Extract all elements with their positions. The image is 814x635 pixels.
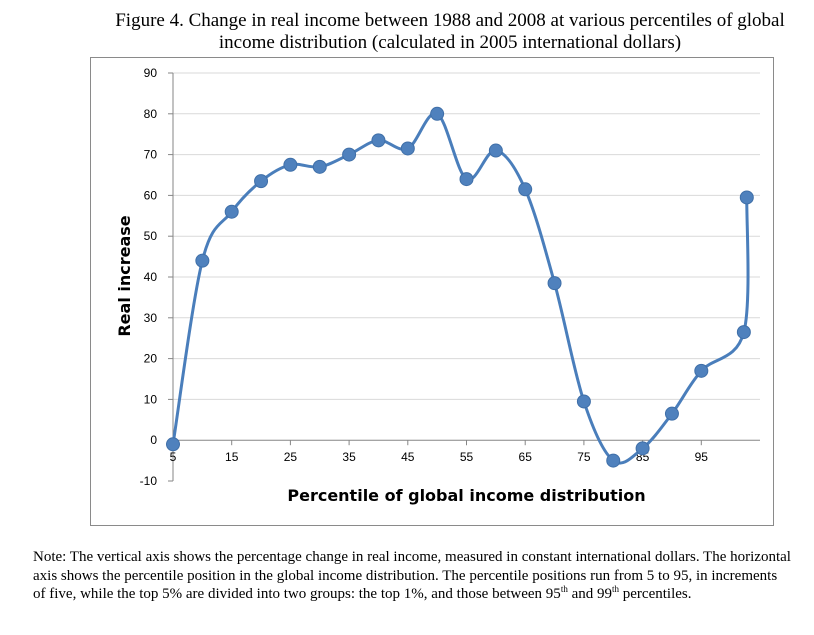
x-tick-label: 95: [695, 450, 709, 464]
data-point: [518, 182, 533, 197]
x-tick-label: 35: [342, 450, 356, 464]
data-point: [371, 133, 386, 148]
y-tick-label: 20: [144, 352, 158, 366]
data-point: [283, 157, 298, 172]
x-tick-label: 75: [577, 450, 591, 464]
y-tick-label: 70: [144, 148, 158, 162]
y-tick-label: 90: [144, 66, 158, 80]
y-tick-label: 50: [144, 229, 158, 243]
x-axis-title: Percentile of global income distribution: [287, 486, 645, 505]
note-superscript-2: th: [612, 584, 620, 594]
figure-title-line-2: income distribution (calculated in 2005 …: [218, 32, 682, 53]
x-tick-label: 5: [170, 450, 177, 464]
data-point: [694, 363, 709, 378]
figure-note: Note: The vertical axis shows the percen…: [33, 548, 793, 604]
data-point: [736, 325, 751, 340]
figure-title: Figure 4. Change in real income between …: [0, 10, 814, 54]
figure-title-line-1: Figure 4. Change in real income between …: [115, 10, 785, 31]
x-tick-label: 25: [284, 450, 298, 464]
y-tick-label: -10: [140, 474, 158, 488]
data-point: [400, 141, 415, 156]
data-point: [195, 253, 210, 268]
note-text-b: and 99: [567, 586, 612, 602]
data-point: [342, 147, 357, 162]
data-point: [664, 406, 679, 421]
x-tick-label: 45: [401, 450, 415, 464]
data-point: [254, 174, 269, 189]
data-point: [459, 172, 474, 187]
chart-frame: [90, 57, 774, 526]
data-point: [635, 441, 650, 456]
series-line: [171, 112, 750, 465]
x-tick-label: 65: [519, 450, 533, 464]
y-tick-label: 60: [144, 188, 158, 202]
y-tick-label: 80: [144, 107, 158, 121]
y-tick-label: 40: [144, 270, 158, 284]
data-point: [576, 394, 591, 409]
y-axis-title: Real increase: [115, 215, 134, 336]
y-tick-label: 0: [150, 433, 157, 447]
note-superscript-1: th: [560, 584, 568, 594]
note-text-a: Note: The vertical axis shows the percen…: [33, 549, 791, 602]
data-point: [224, 204, 239, 219]
y-tick-label: 10: [144, 392, 158, 406]
data-point: [606, 453, 621, 468]
data-point: [488, 143, 503, 158]
note-text-c: percentiles.: [619, 586, 692, 602]
data-point: [547, 276, 562, 291]
data-point: [739, 190, 754, 205]
x-tick-label: 55: [460, 450, 474, 464]
x-tick-label: 15: [225, 450, 239, 464]
data-point: [166, 437, 180, 452]
data-point: [312, 159, 327, 174]
y-tick-label: 30: [144, 311, 158, 325]
data-point: [430, 106, 445, 121]
